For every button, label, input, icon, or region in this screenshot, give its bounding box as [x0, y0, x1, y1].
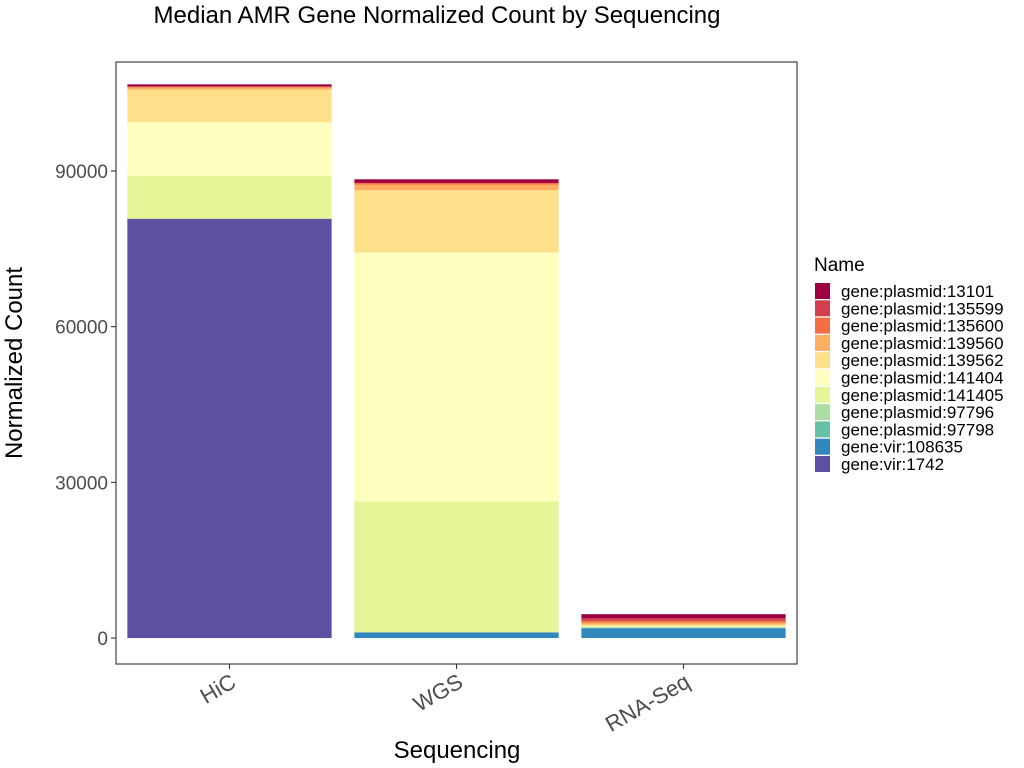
- bar-segment-wgs-gene-plasmid-141404: [354, 252, 559, 502]
- bar-segment-rna-seq-gene-vir-108635: [581, 628, 786, 639]
- bar-segment-rna-seq-gene-plasmid-139560: [581, 622, 786, 625]
- bar-segment-rna-seq-gene-plasmid-135600: [581, 620, 786, 623]
- bar-segment-hic-gene-plasmid-141404: [127, 122, 332, 176]
- bar-segment-rna-seq-gene-plasmid-135599: [581, 618, 786, 621]
- bar-segment-wgs-gene-plasmid-139562: [354, 190, 559, 253]
- legend-label: gene:plasmid:141404: [841, 369, 1004, 388]
- bar-segment-wgs-gene-plasmid-141405: [354, 501, 559, 633]
- legend-key: [815, 456, 830, 472]
- bar-segment-hic-gene-plasmid-139560: [127, 87, 332, 90]
- legend-label: gene:vir:1742: [841, 455, 944, 474]
- bar-segment-hic-gene-plasmid-141405: [127, 175, 332, 219]
- bar-segment-hic-gene-vir-1742: [127, 218, 332, 639]
- bar-segment-rna-seq-gene-plasmid-139562: [581, 624, 786, 627]
- legend: Name gene:plasmid:13101gene:plasmid:1355…: [814, 255, 1004, 474]
- legend-label: gene:plasmid:135599: [841, 299, 1004, 318]
- y-axis-title: Normalized Count: [1, 267, 28, 459]
- legend-key: [815, 283, 830, 299]
- legend-label: gene:plasmid:13101: [841, 282, 994, 301]
- legend-key: [815, 369, 830, 386]
- bar-segment-rna-seq-gene-plasmid-97798: [581, 627, 786, 629]
- chart-title: Median AMR Gene Normalized Count by Sequ…: [154, 2, 721, 29]
- bar-segment-rna-seq-gene-plasmid-13101: [581, 614, 786, 619]
- x-tick-label-wgs: WGS: [409, 669, 467, 717]
- legend-key: [815, 317, 830, 334]
- x-axis-title: Sequencing: [394, 737, 521, 764]
- y-tick-label: 30000: [55, 473, 108, 494]
- bar-segment-rna-seq-gene-plasmid-97796: [581, 627, 786, 628]
- legend-label: gene:plasmid:139562: [841, 351, 1004, 370]
- legend-label: gene:plasmid:97796: [841, 403, 994, 422]
- bar-segment-wgs-gene-plasmid-139560: [354, 184, 559, 191]
- legend-key: [815, 386, 830, 403]
- x-tick-label-rna-seq: RNA-Seq: [601, 669, 694, 737]
- legend-key: [815, 438, 830, 455]
- legend-label: gene:plasmid:141405: [841, 386, 1004, 405]
- bar-segment-hic-gene-plasmid-135600: [127, 86, 332, 88]
- legend-label: gene:plasmid:135600: [841, 317, 1004, 336]
- bar-segment-hic-gene-plasmid-13101: [127, 84, 332, 87]
- legend-title: Name: [814, 255, 865, 276]
- x-tick-label-hic: HiC: [196, 669, 240, 709]
- bar-segment-hic-gene-plasmid-135599: [127, 86, 332, 87]
- legend-label: gene:vir:108635: [841, 438, 963, 457]
- legend-label: gene:plasmid:97798: [841, 420, 994, 439]
- bar-segment-wgs-gene-plasmid-13101: [354, 179, 559, 183]
- bar-segment-rna-seq-gene-plasmid-141404: [581, 626, 786, 627]
- y-axis: 0 30000 60000 90000: [55, 162, 116, 650]
- y-tick-label: 90000: [55, 162, 108, 183]
- bar-segment-wgs-gene-plasmid-135600: [354, 182, 559, 185]
- bar-segment-wgs-gene-vir-108635: [354, 632, 559, 639]
- legend-key: [815, 404, 830, 421]
- y-tick-label: 0: [97, 629, 108, 650]
- x-axis: HiC WGS RNA-Seq: [196, 664, 694, 737]
- legend-key: [815, 421, 830, 438]
- bar-segment-rna-seq-gene-plasmid-141405: [581, 626, 786, 628]
- legend-key: [815, 334, 830, 351]
- legend-label: gene:plasmid:139560: [841, 334, 1004, 353]
- legend-key: [815, 352, 830, 369]
- legend-key: [815, 300, 830, 317]
- bar-segment-hic-gene-plasmid-139562: [127, 89, 332, 123]
- bars: [127, 84, 786, 639]
- y-tick-label: 60000: [55, 318, 108, 339]
